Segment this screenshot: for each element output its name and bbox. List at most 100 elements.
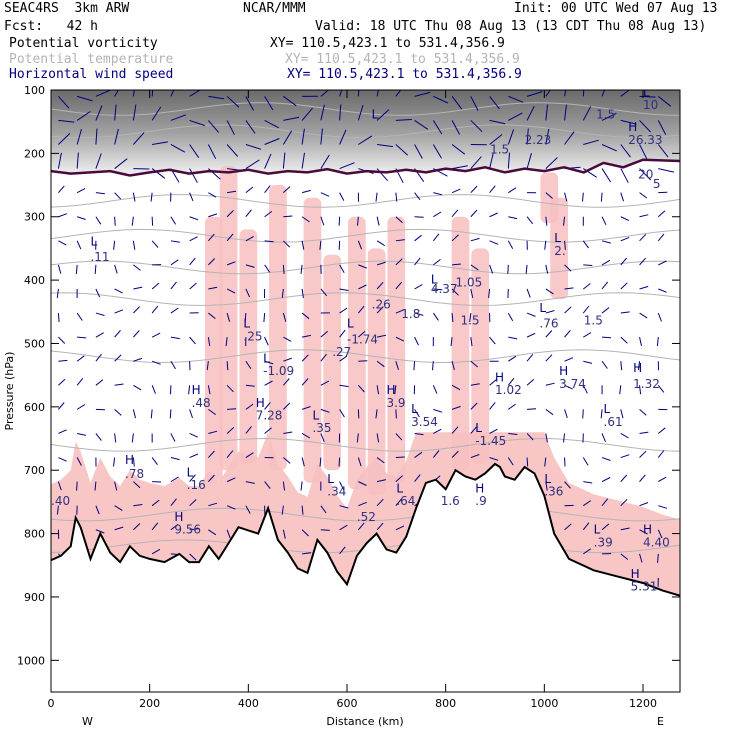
wind-vector-264 [56, 288, 59, 298]
wind-vector-325 [582, 305, 590, 314]
x-axis-east-label: E [657, 715, 664, 728]
wind-vector-513 [395, 456, 405, 459]
wind-vector-269 [151, 282, 160, 290]
wind-vector-232 [75, 264, 78, 274]
wind-vector-510 [338, 457, 341, 467]
wind-vector-10 [245, 96, 254, 111]
wind-vector-11 [264, 96, 274, 111]
wind-vector-598 [376, 522, 384, 531]
wind-vector-240 [226, 261, 236, 266]
wind-vector-241 [245, 264, 255, 268]
wind-vector-310 [301, 312, 310, 320]
wind-vector-344 [320, 330, 329, 338]
wind-vector-397 [76, 377, 84, 386]
wind-vector-348 [395, 336, 405, 342]
wind-vector-491 [601, 433, 606, 442]
wind-vector-43 [245, 120, 256, 134]
wind-vector-192 [563, 216, 566, 226]
wind-vector-362 [656, 337, 659, 347]
wind-vector-47 [320, 104, 325, 121]
wind-vector-398 [95, 379, 104, 386]
wind-vector-514 [414, 451, 423, 458]
wind-vector-315 [395, 309, 405, 314]
wind-vector-585 [114, 526, 124, 531]
wind-vector-611 [189, 553, 197, 561]
convective-shading-7 [367, 248, 386, 496]
wind-vector-214 [357, 240, 363, 250]
wind-vector-254 [489, 264, 494, 274]
wind-vector-528 [57, 481, 62, 491]
wind-vector-394 [637, 361, 641, 371]
pv-tropopause-contour [51, 158, 680, 177]
wind-vector-93 [564, 131, 575, 145]
convective-shading-3 [269, 185, 287, 471]
wind-vector-244 [300, 264, 303, 274]
wind-vector-176 [264, 210, 273, 218]
wind-vector-460 [639, 409, 647, 416]
wind-vector-433 [132, 409, 136, 419]
wind-vector-49 [357, 104, 364, 121]
wind-vector-96 [620, 144, 631, 158]
wind-vector-313 [357, 305, 365, 314]
wind-vector-503 [208, 450, 215, 458]
wind-vector-135 [114, 192, 122, 200]
wind-vector-574 [376, 498, 384, 507]
annotation-value-43: .9 [475, 494, 486, 508]
wind-vector-259 [583, 264, 593, 266]
wind-vector-396 [58, 378, 66, 386]
wind-vector-581 [639, 502, 649, 507]
wind-vector-215 [376, 240, 385, 247]
wind-vector-44 [264, 119, 280, 129]
wind-vector-242 [264, 264, 271, 273]
wind-vector-481 [414, 432, 424, 436]
wind-vector-8 [208, 95, 225, 100]
wind-vector-405 [226, 384, 234, 393]
wind-vector-80 [320, 128, 323, 145]
wind-vector-578 [583, 500, 591, 507]
wind-vector-378 [339, 355, 348, 362]
wind-vector-326 [601, 307, 610, 314]
wind-vector-596 [339, 524, 348, 531]
wind-vector-546 [395, 475, 403, 482]
wind-vector-567 [245, 505, 251, 514]
wind-vector-571 [320, 505, 327, 514]
wind-vector-243 [282, 264, 285, 274]
wind-vector-172 [189, 216, 199, 221]
wind-vector-293 [601, 281, 609, 290]
annotation-value-40: .64 [396, 494, 415, 508]
wind-vector-146 [320, 192, 330, 197]
annotation-value-5: -1.09 [263, 364, 294, 378]
wind-vector-427 [639, 385, 642, 395]
wind-vector-104 [151, 168, 166, 179]
wind-vector-255 [507, 264, 509, 274]
wind-vector-521 [544, 457, 547, 467]
wind-vector-39 [170, 114, 187, 121]
wind-vector-69 [114, 128, 119, 145]
annotation-high-31: H [386, 383, 395, 397]
wind-vector-532 [133, 481, 141, 489]
wind-vector-448 [414, 409, 420, 418]
wind-vector-337 [189, 336, 196, 345]
wind-vector-438 [227, 408, 237, 410]
wind-vector-74 [207, 144, 217, 159]
wind-vector-413 [376, 385, 380, 395]
wind-vector-586 [133, 523, 141, 531]
convective-shading-9 [451, 216, 470, 471]
wind-vector-524 [601, 457, 611, 461]
wind-vector-562 [151, 499, 160, 507]
wind-vector-615 [339, 546, 346, 555]
wind-vector-224 [544, 240, 547, 250]
wind-vector-450 [451, 405, 461, 410]
annotation-value-67: 20 [638, 168, 653, 182]
wind-vector-537 [226, 477, 236, 483]
wind-vector-355 [526, 332, 536, 338]
wind-vector-247 [358, 264, 367, 269]
wind-vector-302 [151, 305, 159, 314]
annotation-value-28: 4.37 [431, 282, 458, 296]
wind-vector-14 [320, 90, 330, 97]
wind-vector-381 [395, 361, 399, 370]
wind-vector-505 [245, 452, 254, 458]
wind-vector-195 [620, 216, 630, 222]
wind-vector-129 [620, 168, 629, 183]
wind-vector-556 [658, 476, 667, 483]
